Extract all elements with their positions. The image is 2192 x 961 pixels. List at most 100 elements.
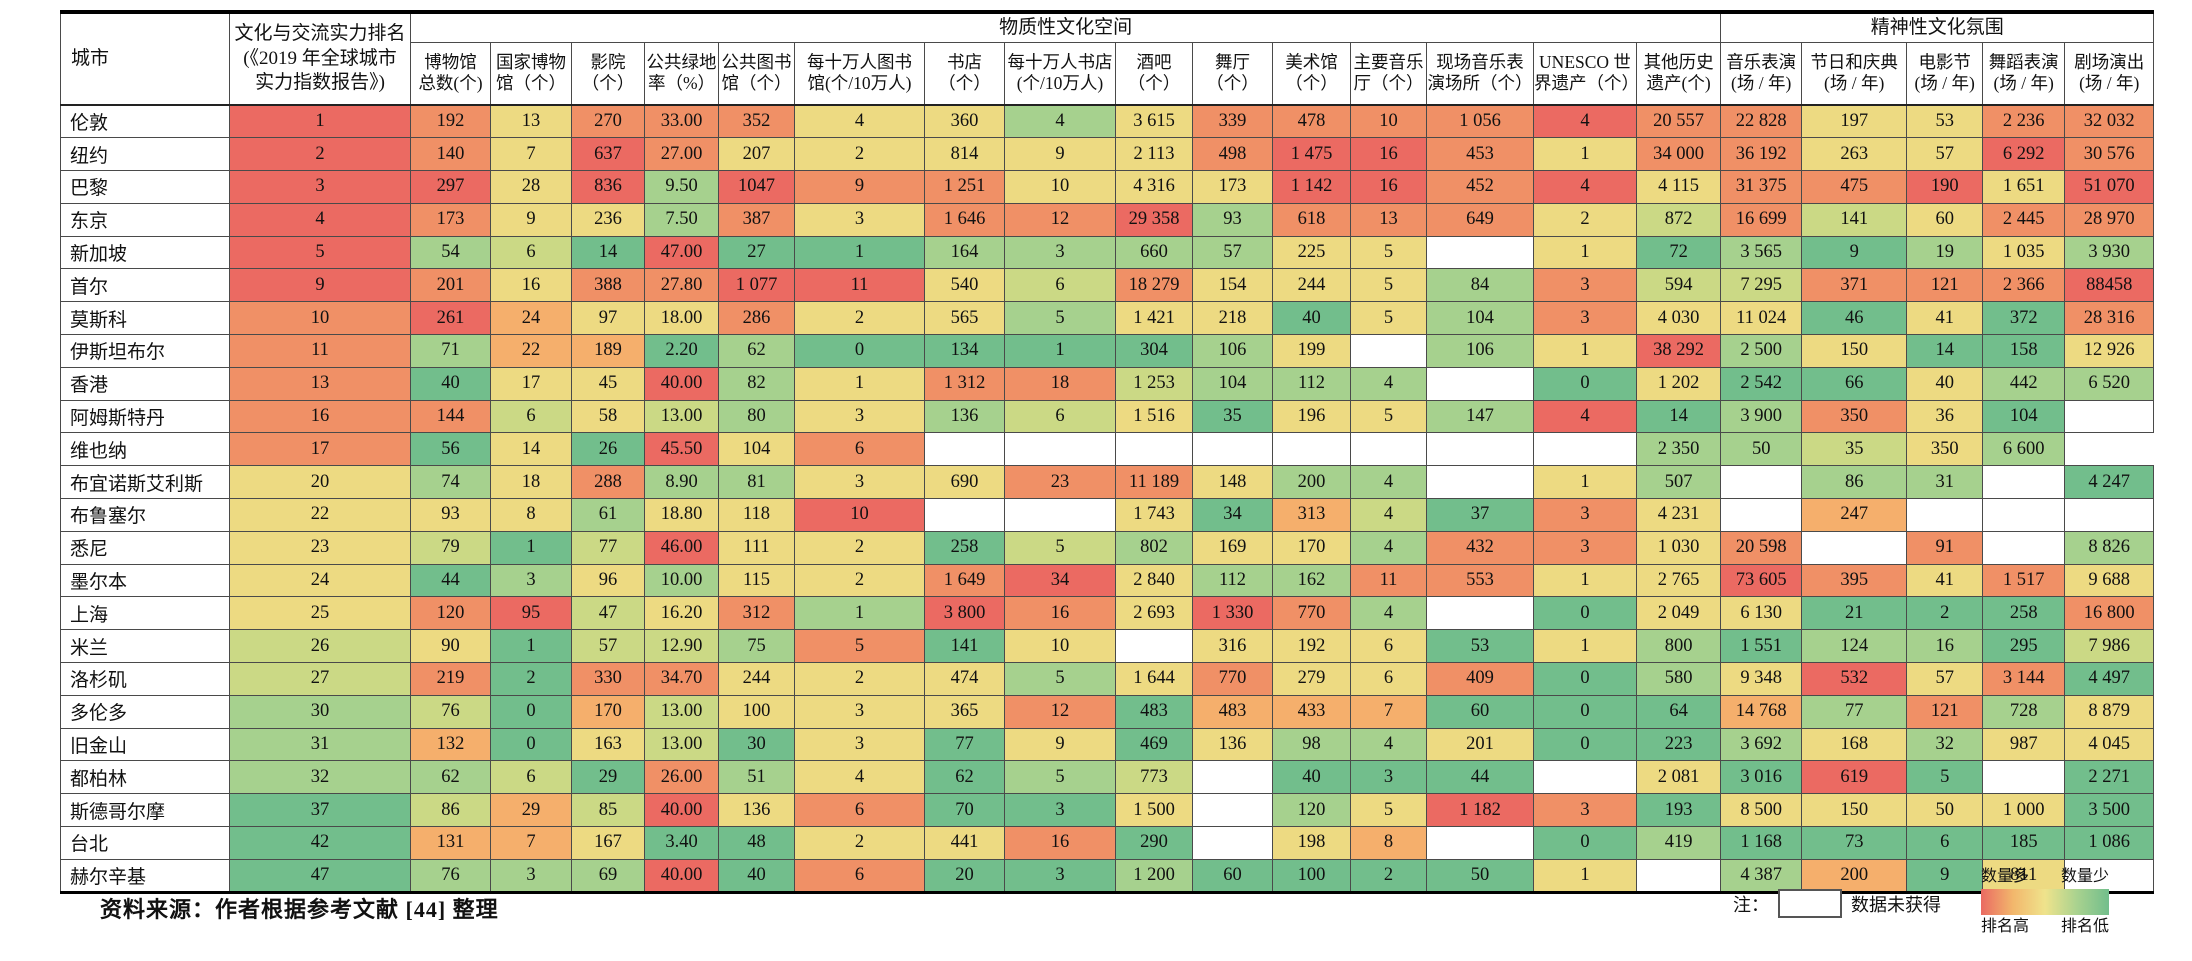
data-cell: 4 247 xyxy=(2064,465,2155,500)
data-cell: 18 279 xyxy=(1115,268,1193,303)
data-cell: 185 xyxy=(1982,826,2066,860)
data-cell: 3 xyxy=(794,465,925,500)
data-cell: 0 xyxy=(1533,694,1637,729)
data-cell: 1 xyxy=(1533,137,1637,172)
data-cell: 2 271 xyxy=(2064,760,2155,795)
data-cell xyxy=(1426,235,1534,270)
data-cell: 649 xyxy=(1426,202,1534,237)
data-cell: 3 800 xyxy=(924,596,1005,631)
data-cell: 1 035 xyxy=(1982,235,2066,270)
data-cell: 5 xyxy=(1350,235,1427,270)
data-cell: 2 049 xyxy=(1635,596,1722,631)
data-cell: 22 xyxy=(490,334,572,368)
data-cell: 16 xyxy=(1350,137,1427,172)
data-cell: 3 900 xyxy=(1720,399,1803,434)
data-cell: 20 598 xyxy=(1720,530,1803,565)
city-name-cell: 悉尼 xyxy=(60,530,230,565)
data-cell: 53 xyxy=(1426,629,1534,664)
data-cell: 30 xyxy=(229,694,411,729)
data-cell: 5 xyxy=(1004,760,1116,795)
data-cell: 2 350 xyxy=(1635,432,1722,467)
city-name-cell: 伦敦 xyxy=(60,104,230,139)
data-cell: 27 xyxy=(718,235,795,270)
data-cell: 16.20 xyxy=(644,596,719,631)
data-cell: 17 xyxy=(229,432,411,467)
data-cell: 120 xyxy=(410,596,491,631)
data-cell: 29 xyxy=(490,793,572,828)
data-cell: 20 xyxy=(924,858,1005,893)
data-cell: 811 xyxy=(1982,858,2066,893)
data-cell: 200 xyxy=(1272,465,1351,500)
data-cell: 136 xyxy=(924,399,1005,434)
data-cell xyxy=(1350,334,1427,368)
data-cell: 3 xyxy=(794,727,925,762)
data-cell: 2 xyxy=(1350,858,1427,893)
data-cell: 21 xyxy=(1801,596,1908,631)
legend-quantity-high: 数量多 xyxy=(1981,868,2030,885)
data-cell: 32 xyxy=(1906,727,1984,762)
data-cell: 112 xyxy=(1192,563,1273,598)
data-cell: 111 xyxy=(718,530,795,565)
data-cell: 60 xyxy=(1426,694,1534,729)
data-cell: 106 xyxy=(1426,334,1534,368)
city-name-cell: 墨尔本 xyxy=(60,563,230,598)
data-cell: 25 xyxy=(229,596,411,631)
data-cell: 3.40 xyxy=(644,826,719,860)
data-cell: 9 xyxy=(490,202,572,237)
data-cell: 0 xyxy=(1533,596,1637,631)
column-header-9: 舞厅 （个） xyxy=(1192,41,1273,106)
data-cell: 2 xyxy=(794,137,925,172)
data-cell: 169 xyxy=(1192,530,1273,565)
data-cell: 71 xyxy=(410,334,491,368)
data-cell: 167 xyxy=(571,826,645,860)
data-cell: 3 xyxy=(1533,793,1637,828)
data-cell: 14 xyxy=(490,432,572,467)
data-cell: 11 xyxy=(229,334,411,368)
data-cell: 16 699 xyxy=(1720,202,1803,237)
table-row: 纽约 2 140 7 637 27.00 207 2 814 9 2 113 498 1 475 16 45… xyxy=(60,137,2155,172)
data-cell: 40 xyxy=(1906,366,1984,401)
data-cell: 1 644 xyxy=(1115,662,1193,696)
data-cell: 218 xyxy=(1192,301,1273,336)
data-cell: 6 292 xyxy=(1982,137,2066,172)
data-cell: 1 330 xyxy=(1192,596,1273,631)
data-cell: 2 840 xyxy=(1115,563,1193,598)
data-cell: 13 xyxy=(1350,202,1427,237)
data-cell: 1 xyxy=(794,235,925,270)
data-cell: 62 xyxy=(924,760,1005,795)
data-cell: 1 xyxy=(490,530,572,565)
data-cell: 2 765 xyxy=(1635,563,1722,598)
data-cell: 1 743 xyxy=(1115,498,1193,532)
data-cell: 47.00 xyxy=(644,235,719,270)
data-cell: 198 xyxy=(1272,826,1351,860)
data-cell: 201 xyxy=(1426,727,1534,762)
data-cell: 18 xyxy=(1004,366,1116,401)
data-cell: 9 xyxy=(1004,137,1116,172)
data-cell: 2 693 xyxy=(1115,596,1193,631)
data-cell: 75 xyxy=(718,629,795,664)
data-cell: 23 xyxy=(229,530,411,565)
city-name-cell: 阿姆斯特丹 xyxy=(60,399,230,434)
data-cell: 4 xyxy=(1350,366,1427,401)
column-header-12: 现场音乐表 演场所（个） xyxy=(1426,41,1534,106)
data-cell: 10.00 xyxy=(644,563,719,598)
data-cell: 11 xyxy=(794,268,925,303)
data-cell: 339 xyxy=(1192,104,1273,139)
data-cell: 2 xyxy=(229,137,411,172)
data-cell xyxy=(1906,498,1984,532)
data-cell: 97 xyxy=(571,301,645,336)
data-cell: 10 xyxy=(1004,170,1116,204)
data-cell: 316 xyxy=(1192,629,1273,664)
data-cell: 7 xyxy=(1350,694,1427,729)
data-cell: 297 xyxy=(410,170,491,204)
data-cell: 350 xyxy=(1906,432,1984,467)
data-cell: 0 xyxy=(1533,826,1637,860)
city-name-cell: 巴黎 xyxy=(60,170,230,204)
data-cell: 498 xyxy=(1192,137,1273,172)
city-name-cell: 上海 xyxy=(60,596,230,631)
data-cell: 1 649 xyxy=(924,563,1005,598)
data-cell: 8 xyxy=(1350,826,1427,860)
data-cell: 475 xyxy=(1801,170,1908,204)
city-name-cell: 旧金山 xyxy=(60,727,230,762)
data-cell: 12 926 xyxy=(2064,334,2155,368)
